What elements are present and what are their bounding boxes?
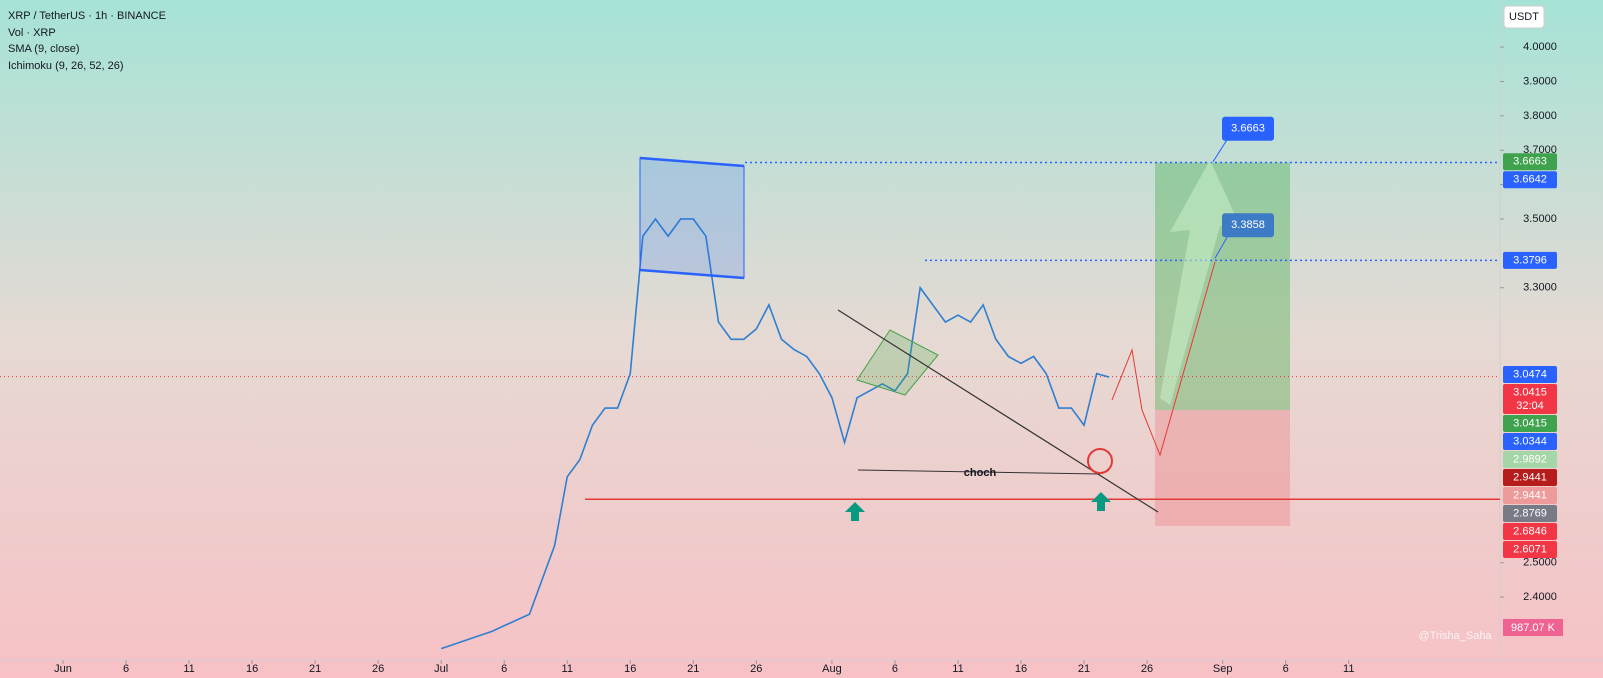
- big-arrow: [1160, 160, 1240, 405]
- x-tick-label: 11: [562, 663, 573, 675]
- up-arrow: [845, 502, 865, 521]
- price-line-series: [440, 217, 1110, 650]
- price-label-box: [1503, 505, 1557, 523]
- up-arrow: [1091, 492, 1111, 511]
- price-label: 3.0344: [1513, 435, 1547, 447]
- price-label: 2.6071: [1513, 543, 1547, 555]
- price-label: 3.0474: [1513, 368, 1547, 380]
- countdown: 32:04: [1516, 400, 1544, 412]
- callout-label: 3.3858: [1231, 219, 1265, 231]
- y-tick-label: 3.9000: [1523, 75, 1557, 87]
- stop-zone: [1155, 410, 1290, 526]
- price-label: 3.3796: [1513, 254, 1547, 266]
- callout-box: [1222, 116, 1274, 141]
- x-tick-label: 16: [624, 663, 636, 675]
- x-tick-label: 11: [952, 663, 963, 675]
- x-tick-label: Aug: [822, 663, 842, 675]
- trend-line: [837, 309, 1159, 513]
- price-label: 3.6642: [1513, 174, 1547, 186]
- y-tick-label: 2.4000: [1523, 591, 1557, 603]
- currency-box: [1503, 5, 1545, 29]
- flag-box: [639, 157, 745, 279]
- price-label-box: [1503, 153, 1557, 171]
- x-tick-label: 26: [372, 663, 384, 675]
- price-label-box: [1503, 171, 1557, 189]
- x-tick-label: 6: [123, 663, 129, 675]
- price-label: 2.9892: [1513, 453, 1547, 465]
- x-tick-label: 21: [309, 663, 321, 675]
- price-label: 3.6663: [1513, 156, 1547, 168]
- y-tick-label: 3.5000: [1523, 213, 1557, 225]
- x-tick-label: 6: [892, 663, 898, 675]
- price-label-box: [1503, 523, 1557, 541]
- price-label: 3.0415: [1513, 386, 1547, 398]
- flag-box: [856, 329, 939, 396]
- indicator: Vol · XRP: [8, 27, 56, 39]
- x-tick-label: Jul: [434, 663, 448, 675]
- watermark: @Trisha_Saha: [1418, 630, 1492, 642]
- y-tick-label: 4.0000: [1523, 41, 1557, 53]
- x-tick-label: 26: [1141, 663, 1153, 675]
- price-label-box: [1503, 541, 1557, 559]
- indicator: SMA (9, close): [8, 43, 80, 55]
- x-tick-label: 6: [501, 663, 507, 675]
- price-label-box: [1503, 469, 1557, 487]
- price-label-box: [1503, 415, 1557, 433]
- price-label: 2.9441: [1513, 471, 1547, 483]
- chart-title: XRP / TetherUS · 1h · BINANCE: [8, 10, 166, 22]
- price-label: 2.9441: [1513, 489, 1547, 501]
- y-tick-label: 3.7000: [1523, 144, 1557, 156]
- volume-box: [1503, 619, 1563, 636]
- price-label: 2.8769: [1513, 507, 1547, 519]
- x-tick-label: 16: [1015, 663, 1027, 675]
- price-label: 2.6846: [1513, 525, 1547, 537]
- x-tick-label: 11: [183, 663, 194, 675]
- y-tick-label: 2.5000: [1523, 557, 1557, 569]
- x-tick-label: 21: [1078, 663, 1090, 675]
- projection-path: [1111, 261, 1216, 457]
- x-tick-label: 16: [246, 663, 258, 675]
- choch-line: [857, 469, 1101, 475]
- price-label-box: [1503, 366, 1557, 384]
- callout-label: 3.6663: [1231, 123, 1265, 135]
- price-label-box: [1503, 451, 1557, 469]
- x-tick-label: Sep: [1213, 663, 1233, 675]
- price-label: 3.0415: [1513, 417, 1547, 429]
- x-tick-label: 21: [687, 663, 699, 675]
- x-tick-label: 26: [750, 663, 762, 675]
- currency: USDT: [1509, 11, 1539, 23]
- y-tick-label: 3.3000: [1523, 282, 1557, 294]
- price-label-box: [1503, 487, 1557, 505]
- x-tick-label: 6: [1283, 663, 1289, 675]
- flag-line: [639, 268, 745, 280]
- price-label-box: [1503, 384, 1557, 415]
- indicator: Ichimoku (9, 26, 52, 26): [8, 60, 124, 72]
- x-tick-label: 11: [1343, 663, 1354, 675]
- x-tick-label: Jun: [54, 663, 72, 675]
- price-label-box: [1503, 433, 1557, 451]
- price-label-box: [1503, 251, 1557, 269]
- annotation: choch: [964, 467, 997, 479]
- flag-line: [639, 156, 745, 168]
- callout-box: [1222, 213, 1274, 238]
- volume-label: 987.07 K: [1511, 622, 1556, 634]
- y-tick-label: 3.8000: [1523, 110, 1557, 122]
- circle-marker: [1087, 448, 1113, 474]
